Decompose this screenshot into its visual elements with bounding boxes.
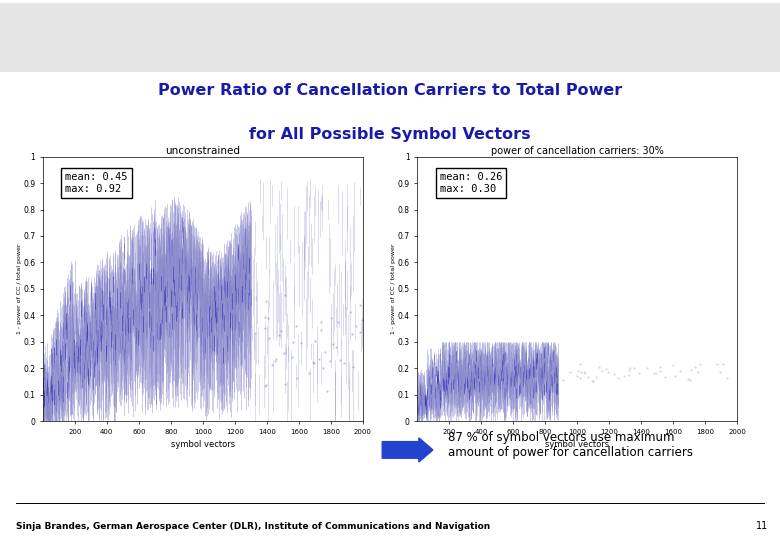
FancyArrow shape <box>382 438 433 462</box>
Text: mean: 0.26
max: 0.30: mean: 0.26 max: 0.30 <box>440 172 502 194</box>
Title: power of cancellation carriers: 30%: power of cancellation carriers: 30% <box>491 146 664 156</box>
Y-axis label: 1 - power of CC / total power: 1 - power of CC / total power <box>16 244 22 334</box>
Text: Power Ratio of Cancellation Carriers to Total Power: Power Ratio of Cancellation Carriers to … <box>158 83 622 98</box>
X-axis label: symbol vectors: symbol vectors <box>171 441 235 449</box>
Text: mean: 0.45
max: 0.92: mean: 0.45 max: 0.92 <box>66 172 128 194</box>
X-axis label: symbol vectors: symbol vectors <box>545 441 609 449</box>
Text: Sinja Brandes, German Aerospace Center (DLR), Institute of Communications and Na: Sinja Brandes, German Aerospace Center (… <box>16 522 490 531</box>
Y-axis label: 1 - power of CC / total power: 1 - power of CC / total power <box>391 244 396 334</box>
Text: for All Possible Symbol Vectors: for All Possible Symbol Vectors <box>249 127 531 142</box>
Title: unconstrained: unconstrained <box>165 146 240 156</box>
Text: 87 % of symbol vectors use maximum
amount of power for cancellation carriers: 87 % of symbol vectors use maximum amoun… <box>448 431 693 460</box>
Text: 11: 11 <box>756 521 768 531</box>
